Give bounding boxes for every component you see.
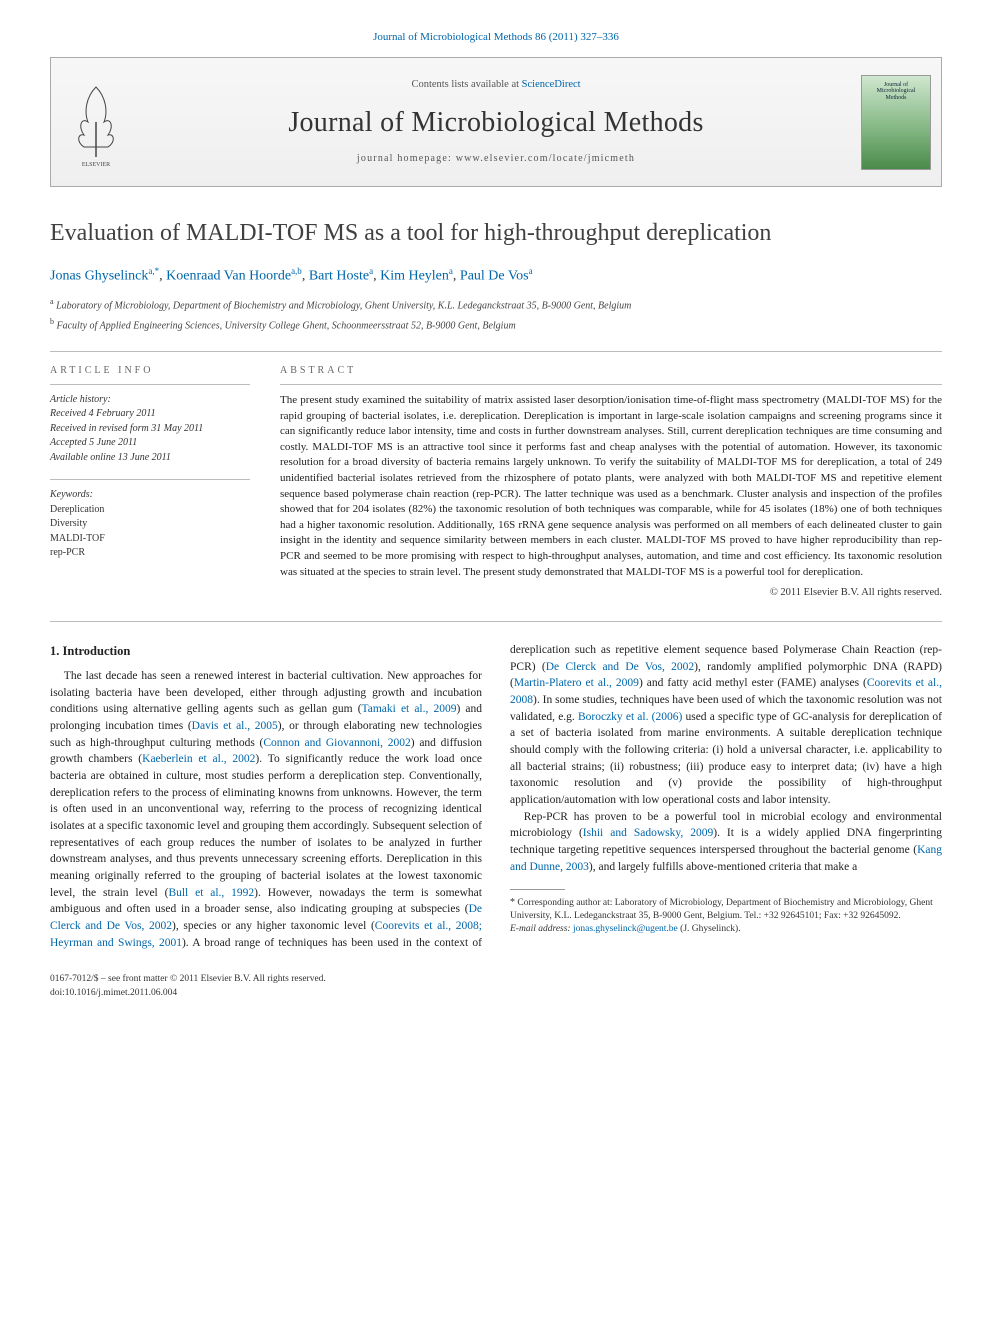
cover-thumb-text: Journal of Microbiological Methods (866, 82, 926, 102)
masthead: ELSEVIER Contents lists available at Sci… (50, 57, 942, 187)
elsevier-tree-icon: ELSEVIER (66, 77, 126, 167)
footnote-corr-text: Corresponding author at: Laboratory of M… (510, 898, 933, 921)
journal-homepage-line: journal homepage: www.elsevier.com/locat… (357, 152, 635, 166)
author-1[interactable]: Jonas Ghyselinck (50, 269, 148, 284)
corresponding-author-footnote: * Corresponding author at: Laboratory of… (510, 896, 942, 935)
citation-link[interactable]: Ishii and Sadowsky, 2009 (583, 827, 713, 839)
history-online: Available online 13 June 2011 (50, 452, 171, 463)
citation-link[interactable]: Davis et al., 2005 (192, 720, 278, 732)
citation-link[interactable]: Tamaki et al., 2009 (362, 703, 457, 715)
article-title: Evaluation of MALDI-TOF MS as a tool for… (50, 217, 942, 251)
masthead-center: Contents lists available at ScienceDirec… (141, 58, 851, 186)
history-revised: Received in revised form 31 May 2011 (50, 423, 203, 434)
divider-rule (50, 621, 942, 622)
author-5-affil-marker: a (529, 266, 533, 276)
author-list: Jonas Ghyselincka,*, Koenraad Van Hoorde… (50, 265, 942, 286)
affil-a-text: Laboratory of Microbiology, Department o… (54, 301, 632, 312)
abstract-copyright: © 2011 Elsevier B.V. All rights reserved… (280, 586, 942, 601)
affiliation-a: a Laboratory of Microbiology, Department… (50, 296, 942, 313)
info-abstract-row: ARTICLE INFO Article history: Received 4… (50, 364, 942, 601)
author-3[interactable]: Bart Hoste (309, 269, 369, 284)
abstract-column: ABSTRACT The present study examined the … (280, 364, 942, 601)
author-2[interactable]: Koenraad Van Hoorde (166, 269, 291, 284)
footer-copyright-line: 0167-7012/$ – see front matter © 2011 El… (50, 973, 326, 986)
journal-reference-top[interactable]: Journal of Microbiological Methods 86 (2… (50, 30, 942, 45)
body-two-column: 1. Introduction The last decade has seen… (50, 642, 942, 952)
keyword-3: MALDI-TOF (50, 533, 105, 544)
journal-title: Journal of Microbiological Methods (288, 103, 703, 142)
section-heading-introduction: 1. Introduction (50, 642, 482, 660)
article-history: Article history: Received 4 February 201… (50, 393, 250, 466)
affiliation-b: b Faculty of Applied Engineering Science… (50, 316, 942, 333)
homepage-prefix: journal homepage: (357, 153, 456, 164)
abstract-heading: ABSTRACT (280, 364, 942, 378)
keyword-4: rep-PCR (50, 547, 85, 558)
citation-link[interactable]: Boroczky et al. (2006) (578, 711, 682, 723)
intro-text: used a specific type of GC-analysis for … (510, 711, 942, 806)
intro-text: ) and fatty acid methyl ester (FAME) ana… (639, 677, 867, 689)
divider-rule (50, 351, 942, 352)
intro-text: ). To significantly reduce the work load… (50, 753, 482, 882)
footnote-email-label: E-mail address: (510, 924, 573, 934)
contents-prefix: Contents lists available at (411, 79, 521, 90)
author-5[interactable]: Paul De Vos (460, 269, 529, 284)
author-4[interactable]: Kim Heylen (380, 269, 449, 284)
author-sep: , (453, 269, 460, 284)
footer-doi[interactable]: doi:10.1016/j.mimet.2011.06.004 (50, 987, 326, 1000)
author-2-affil-marker: a,b (291, 266, 302, 276)
keyword-2: Diversity (50, 518, 87, 529)
homepage-url[interactable]: www.elsevier.com/locate/jmicmeth (456, 153, 635, 164)
intro-text: ), species or any higher taxonomic level… (172, 920, 375, 932)
contents-available-line: Contents lists available at ScienceDirec… (411, 78, 580, 93)
svg-text:ELSEVIER: ELSEVIER (82, 162, 110, 167)
journal-cover-thumb: Journal of Microbiological Methods (851, 58, 941, 186)
intro-text: ), and largely fulfills above-mentioned … (589, 861, 857, 873)
history-accepted: Accepted 5 June 2011 (50, 437, 137, 448)
affil-b-text: Faculty of Applied Engineering Sciences,… (54, 320, 516, 331)
history-received: Received 4 February 2011 (50, 408, 156, 419)
publisher-logo: ELSEVIER (51, 58, 141, 186)
article-info-heading: ARTICLE INFO (50, 364, 250, 378)
sciencedirect-link[interactable]: ScienceDirect (522, 79, 581, 90)
keywords-block: Keywords: Dereplication Diversity MALDI-… (50, 488, 250, 561)
footer-left-block: 0167-7012/$ – see front matter © 2011 El… (50, 973, 326, 1000)
page-footer: 0167-7012/$ – see front matter © 2011 El… (50, 973, 942, 1000)
article-info-column: ARTICLE INFO Article history: Received 4… (50, 364, 250, 601)
history-heading: Article history: (50, 394, 111, 405)
footnote-email-tail: (J. Ghyselinck). (678, 924, 741, 934)
keyword-1: Dereplication (50, 504, 104, 515)
keywords-heading: Keywords: (50, 488, 250, 503)
citation-link[interactable]: Bull et al., 1992 (168, 887, 254, 899)
citation-link[interactable]: Kaeberlein et al., 2002 (142, 753, 255, 765)
footnote-email-link[interactable]: jonas.ghyselinck@ugent.be (573, 924, 678, 934)
citation-link[interactable]: De Clerck and De Vos, 2002 (546, 661, 694, 673)
footnote-rule (510, 889, 565, 890)
author-sep: , (302, 269, 309, 284)
abstract-text: The present study examined the suitabili… (280, 393, 942, 580)
intro-paragraph-2: Rep-PCR has proven to be a powerful tool… (510, 809, 942, 876)
citation-link[interactable]: Martin-Platero et al., 2009 (514, 677, 639, 689)
citation-link[interactable]: Connon and Giovannoni, 2002 (263, 737, 410, 749)
